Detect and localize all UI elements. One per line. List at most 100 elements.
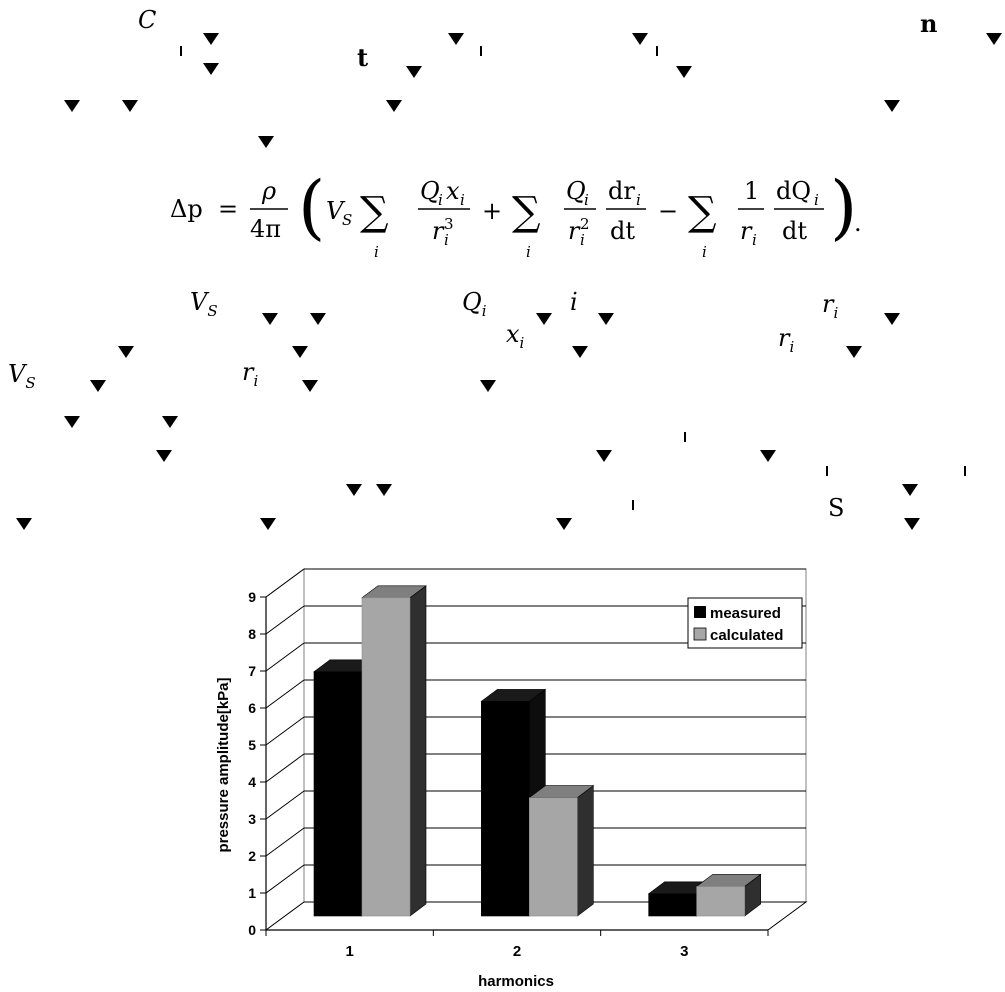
marker xyxy=(292,346,308,358)
marker xyxy=(406,66,422,78)
legend-swatch-calculated xyxy=(693,627,707,641)
gridline-diag xyxy=(265,790,305,820)
x-axis-title: harmonics xyxy=(478,973,554,990)
svg-text:S: S xyxy=(342,211,352,229)
y-tick-label: 1 xyxy=(248,885,256,901)
y-axis-title: pressure amplitude[kPa] xyxy=(215,677,232,852)
legend-label-measured: measured xyxy=(710,605,781,622)
fragment-vs-2: VS xyxy=(8,360,36,392)
fragment-i: i xyxy=(570,288,578,316)
svg-text:i: i xyxy=(636,191,641,209)
bar-calculated-2-side xyxy=(577,785,594,917)
svg-text:r: r xyxy=(568,217,581,245)
y-tick-label: 2 xyxy=(248,848,256,864)
svg-text:Q: Q xyxy=(420,177,440,205)
marker xyxy=(64,416,80,428)
marker xyxy=(572,346,588,358)
gridline-diag xyxy=(265,827,305,857)
marker xyxy=(258,136,274,148)
gridline-diag xyxy=(265,864,305,894)
y-tick-label: 5 xyxy=(248,737,256,753)
legend-label-calculated: calculated xyxy=(710,627,783,644)
marker xyxy=(260,518,276,530)
marker xyxy=(203,33,219,45)
side-wall xyxy=(265,568,305,931)
bar-calculated-3 xyxy=(696,886,745,917)
y-tick-label: 7 xyxy=(248,663,256,679)
marker xyxy=(480,380,496,392)
y-tick-label: 6 xyxy=(248,700,256,716)
legend: measured calculated xyxy=(687,597,803,649)
gridline-diag xyxy=(265,716,305,746)
marker xyxy=(676,66,692,78)
gridline-diag xyxy=(265,753,305,783)
svg-text:.: . xyxy=(854,209,862,237)
gridline-diag xyxy=(265,605,305,635)
tick-mark xyxy=(826,466,828,476)
eq-lhs: Δp xyxy=(170,195,203,223)
eq-equals: = xyxy=(218,195,238,223)
marker xyxy=(598,313,614,325)
fragment-qi: Qi xyxy=(462,288,487,320)
eq-sum-3: ∑ xyxy=(688,189,717,235)
y-tick-label: 0 xyxy=(248,922,256,938)
gridline-diag xyxy=(265,568,305,598)
svg-text:dt: dt xyxy=(610,217,635,245)
svg-text:dQ: dQ xyxy=(776,177,811,205)
svg-text:i: i xyxy=(460,191,465,209)
svg-text:i: i xyxy=(444,231,449,249)
tick-mark xyxy=(632,500,634,510)
y-tick-labels: 0 1 2 3 4 5 6 7 8 9 xyxy=(248,589,256,938)
fragment-c: C xyxy=(138,6,157,34)
fragment-ri-1: ri xyxy=(822,290,839,322)
tick-mark xyxy=(656,46,658,56)
svg-text:2: 2 xyxy=(580,215,590,233)
marker xyxy=(122,100,138,112)
svg-text:i: i xyxy=(702,243,707,261)
tick-mark xyxy=(180,46,182,56)
svg-text:i: i xyxy=(438,191,443,209)
marker xyxy=(904,518,920,530)
marker xyxy=(203,63,219,75)
marker xyxy=(632,33,648,45)
marker xyxy=(846,346,862,358)
svg-text:i: i xyxy=(374,243,379,261)
marker xyxy=(156,450,172,462)
marker xyxy=(310,313,326,325)
svg-text:i: i xyxy=(580,231,585,249)
y-tick-label: 3 xyxy=(248,811,256,827)
legend-swatch-measured xyxy=(694,606,706,618)
svg-text:3: 3 xyxy=(444,215,454,233)
marker xyxy=(16,518,32,530)
marker xyxy=(536,313,552,325)
bar-calculated-2 xyxy=(529,797,578,917)
fragment-n: n xyxy=(920,9,938,38)
eq-open-paren: ( xyxy=(298,166,325,248)
marker xyxy=(986,33,1002,45)
fragment-s: S xyxy=(828,494,845,522)
eq-sum-1: ∑ xyxy=(360,189,389,235)
y-tick-label: 8 xyxy=(248,626,256,642)
axes xyxy=(265,597,769,936)
y-tick-label: 4 xyxy=(248,774,256,790)
eq-rho: ρ xyxy=(261,177,276,205)
marker xyxy=(448,33,464,45)
marker xyxy=(90,380,106,392)
x-tick-label: 3 xyxy=(680,943,688,960)
marker xyxy=(884,313,900,325)
fragment-ri-3: ri xyxy=(242,358,259,390)
tick-mark xyxy=(480,46,482,56)
marker xyxy=(596,450,612,462)
bar-calculated-1 xyxy=(361,597,411,917)
marker xyxy=(556,518,572,530)
x-tick-labels: 1 2 3 xyxy=(345,943,688,960)
svg-text:i: i xyxy=(584,191,589,209)
gridline-diag xyxy=(265,679,305,709)
fragment-xi: xi xyxy=(506,320,525,352)
bar-measured-1 xyxy=(313,671,363,917)
x-tick-label: 2 xyxy=(513,943,521,960)
plot-walls xyxy=(264,568,808,931)
svg-text:dr: dr xyxy=(608,177,635,205)
fragment-t: t xyxy=(357,43,369,72)
bar-measured-3 xyxy=(648,893,697,917)
